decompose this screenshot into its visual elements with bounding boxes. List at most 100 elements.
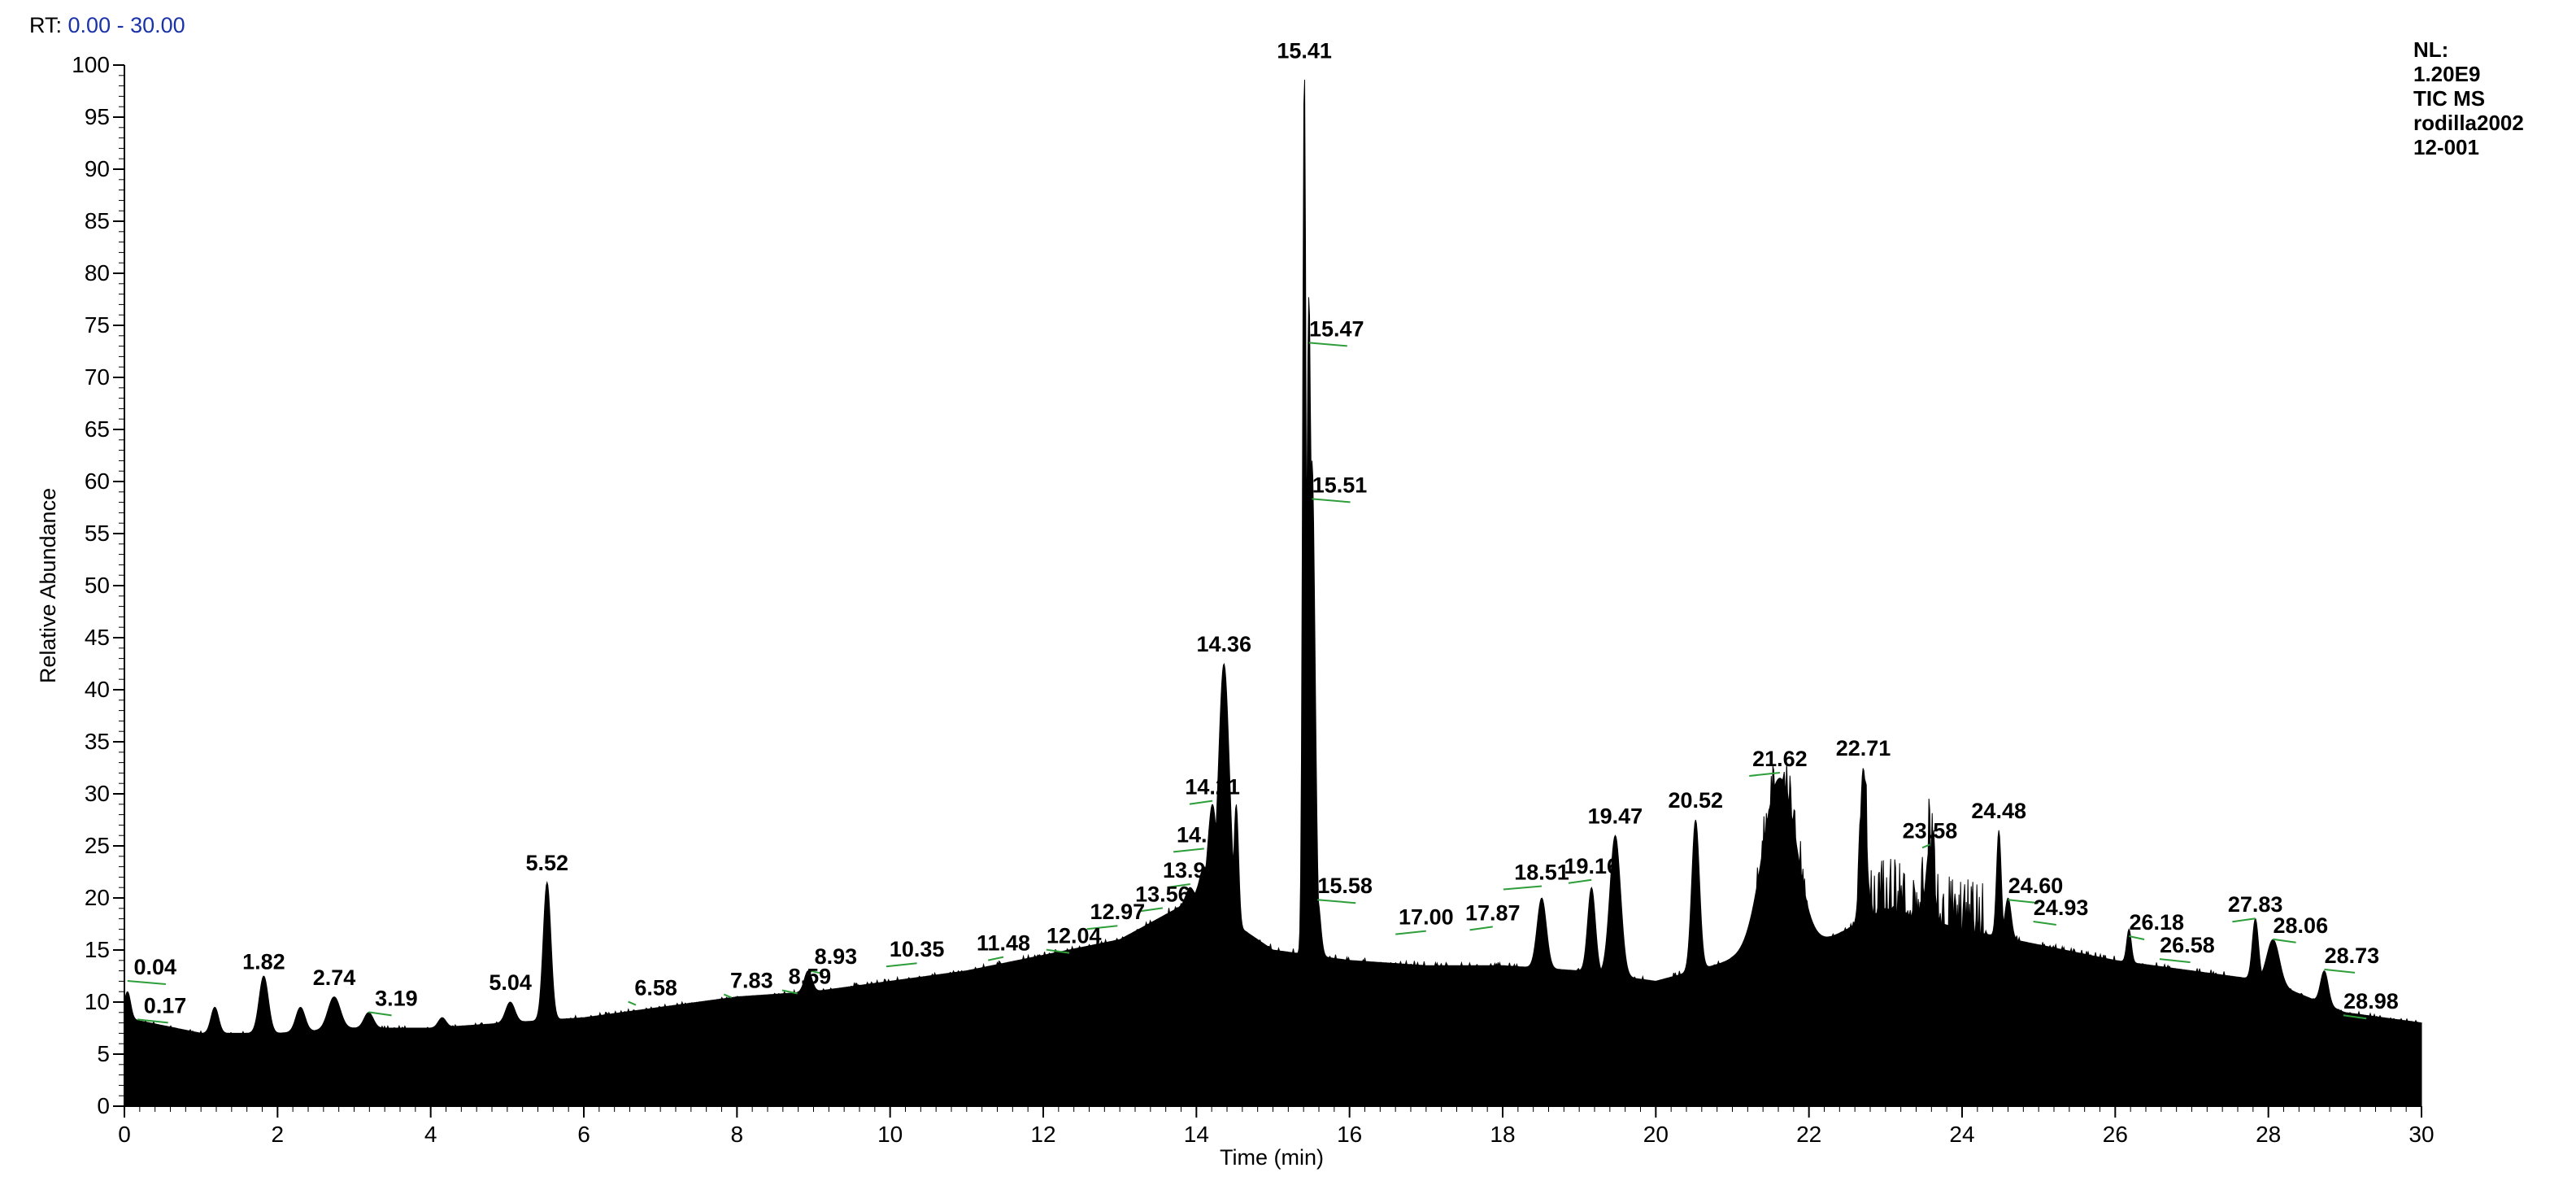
y-tick-label: 35 [85, 729, 110, 754]
y-tick-label: 45 [85, 625, 110, 650]
peak-baseline-marker [886, 962, 917, 968]
peak-baseline-marker [2033, 921, 2056, 926]
rt-range-label: RT: 0.00 - 30.00 [29, 13, 185, 38]
y-tick-label: 65 [85, 416, 110, 442]
peak-baseline-marker [2159, 958, 2191, 964]
y-tick-label: 0 [97, 1093, 110, 1118]
info-line-sample: rodilla2002 [2413, 111, 2524, 135]
peak-label: 8.93 [815, 944, 858, 969]
peak-baseline-marker [723, 993, 733, 999]
peak-label: 3.19 [375, 986, 418, 1010]
y-tick-label: 100 [72, 52, 110, 77]
x-tick-label: 10 [877, 1122, 903, 1147]
peak-label: 15.51 [1312, 473, 1368, 497]
peak-baseline-marker [1317, 899, 1356, 904]
peak-baseline-marker [127, 980, 166, 985]
x-axis-title: Time (min) [1220, 1145, 1324, 1170]
y-axis-title: Relative Abundance [36, 488, 60, 683]
peak-baseline-marker [1046, 948, 1070, 954]
scan-info-block: NL: 1.20E9 TIC MS rodilla2002 12-001 [2413, 37, 2524, 159]
peak-label: 13.56 [1135, 882, 1190, 906]
y-tick-label: 75 [85, 312, 110, 338]
baseline-markers-layer [127, 342, 2367, 1024]
peak-baseline-marker [1469, 926, 1493, 931]
y-tick-label: 85 [85, 208, 110, 233]
axes-layer: 0510152025303540455055606570758085909510… [72, 52, 2434, 1147]
x-tick-label: 6 [577, 1122, 590, 1147]
y-tick-label: 55 [85, 521, 110, 546]
peak-label: 12.97 [1090, 900, 1146, 924]
x-tick-label: 4 [424, 1122, 437, 1147]
x-tick-label: 18 [1490, 1122, 1515, 1147]
peak-label: 24.93 [2034, 896, 2089, 920]
peak-label: 14.10 [1177, 822, 1232, 847]
peak-label: 15.58 [1317, 874, 1373, 898]
peak-baseline-marker [2008, 899, 2039, 904]
peak-baseline-marker [807, 970, 824, 975]
peak-label: 5.04 [489, 970, 532, 995]
peak-baseline-marker [2273, 938, 2296, 943]
peak-label: 21.62 [1752, 747, 1808, 771]
peak-label: 2.74 [313, 965, 356, 990]
info-line-nl: NL: [2413, 37, 2449, 62]
peak-label: 24.60 [2008, 874, 2064, 898]
peak-baseline-marker [1312, 498, 1351, 503]
peak-label: 6.58 [634, 976, 677, 1000]
peak-baseline-marker [1749, 772, 1781, 777]
peak-baseline-marker [2324, 968, 2356, 974]
peak-label: 15.47 [1309, 316, 1364, 341]
y-tick-label: 10 [85, 989, 110, 1014]
peak-label: 23.58 [1903, 818, 1958, 843]
y-tick-label: 25 [85, 833, 110, 858]
peak-label: 28.98 [2343, 989, 2399, 1013]
peak-baseline-marker [781, 989, 798, 995]
peak-baseline-marker [137, 1018, 168, 1024]
x-tick-label: 12 [1030, 1122, 1055, 1147]
rt-label-prefix: RT: [29, 13, 63, 37]
y-tick-label: 90 [85, 156, 110, 181]
peak-baseline-marker [1568, 878, 1592, 884]
peak-baseline-marker [1189, 800, 1213, 805]
peak-baseline-marker [1139, 907, 1164, 913]
y-tick-label: 60 [85, 468, 110, 494]
x-tick-label: 2 [272, 1122, 285, 1147]
peak-baseline-marker [1395, 930, 1426, 935]
peak-label: 17.00 [1399, 905, 1454, 930]
peak-label: 28.73 [2325, 943, 2380, 968]
peak-label: 17.87 [1465, 900, 1521, 925]
y-tick-label: 20 [85, 885, 110, 910]
info-line-filter: TIC MS [2413, 86, 2486, 111]
peak-label: 20.52 [1669, 788, 1724, 813]
peak-baseline-marker [1308, 342, 1347, 347]
peak-baseline-marker [368, 1011, 392, 1017]
peak-label: 18.51 [1514, 861, 1569, 885]
x-tick-label: 16 [1337, 1122, 1362, 1147]
peak-label: 14.21 [1185, 775, 1240, 800]
peak-baseline-marker [1921, 843, 1930, 849]
peak-label: 12.04 [1046, 924, 1102, 948]
peak-label: 19.16 [1564, 854, 1619, 878]
x-tick-label: 28 [2256, 1122, 2281, 1147]
peak-label: 24.48 [1971, 799, 2026, 823]
peak-baseline-marker [1086, 925, 1118, 930]
peak-label: 27.83 [2228, 892, 2283, 917]
peak-label: 15.41 [1277, 39, 1332, 63]
y-tick-label: 15 [85, 937, 110, 962]
peak-label: 8.59 [789, 965, 832, 989]
x-tick-label: 30 [2408, 1122, 2434, 1147]
peak-label: 10.35 [890, 937, 945, 961]
peak-baseline-marker [1173, 848, 1204, 853]
x-tick-label: 20 [1643, 1122, 1669, 1147]
peak-baseline-marker [1167, 883, 1190, 888]
peak-label: 22.71 [1836, 736, 1891, 760]
peak-baseline-marker [987, 956, 1004, 961]
y-tick-label: 50 [85, 573, 110, 598]
y-tick-label: 30 [85, 781, 110, 806]
tic-trace-area [124, 79, 2422, 1107]
y-tick-label: 5 [97, 1041, 110, 1066]
peak-baseline-marker [2129, 935, 2145, 940]
peak-label: 13.92 [1163, 858, 1218, 882]
tic-trace-layer [124, 79, 2422, 1107]
x-tick-label: 0 [118, 1122, 131, 1147]
peak-label: 0.04 [133, 955, 176, 979]
